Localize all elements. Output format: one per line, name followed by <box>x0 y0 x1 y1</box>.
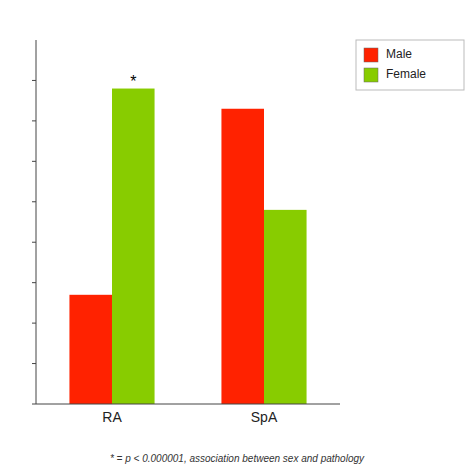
legend-swatch <box>364 68 378 82</box>
x-tick-label: RA <box>102 409 122 425</box>
y-tick <box>32 161 36 162</box>
bar <box>112 89 155 404</box>
y-tick <box>32 80 36 81</box>
y-tick <box>32 120 36 121</box>
axes: RA SpA <box>32 40 340 425</box>
annotation: * <box>130 73 136 90</box>
chart: RA SpA * * = p < 0.000001, association betw… <box>0 0 474 474</box>
y-tick <box>32 242 36 243</box>
bar <box>221 109 264 404</box>
y-tick <box>32 363 36 364</box>
x-tick-label: SpA <box>251 409 278 425</box>
bar <box>69 295 112 404</box>
footnote: * = p < 0.000001, association between se… <box>110 453 365 464</box>
bars <box>69 89 306 404</box>
y-axis-line <box>36 40 37 404</box>
legend-frame <box>356 40 464 90</box>
x-axis-line <box>36 404 340 405</box>
y-tick <box>32 201 36 202</box>
y-tick <box>32 404 36 405</box>
legend-label: Female <box>386 67 426 81</box>
legend: Male Female <box>356 40 464 90</box>
y-tick <box>32 282 36 283</box>
bar <box>264 210 307 404</box>
legend-label: Male <box>386 47 412 61</box>
legend-swatch <box>364 48 378 62</box>
y-tick <box>32 323 36 324</box>
